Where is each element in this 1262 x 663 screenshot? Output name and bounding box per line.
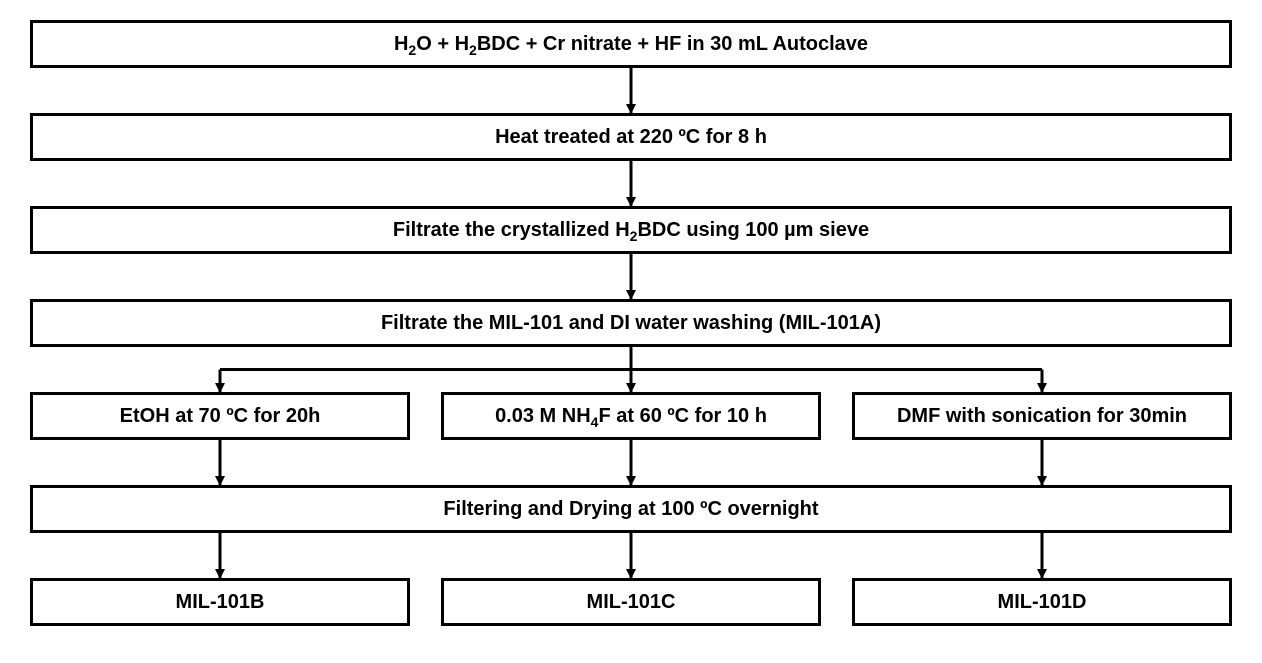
product-mil-101d: MIL-101D (852, 578, 1232, 626)
product-mil-101b: MIL-101B (30, 578, 410, 626)
process-step-dmf: DMF with sonication for 30min (852, 392, 1232, 440)
step-label: 0.03 M NH4F at 60 ºC for 10 h (495, 405, 767, 428)
step-label: MIL-101C (587, 591, 676, 614)
process-step-etoh: EtOH at 70 ºC for 20h (30, 392, 410, 440)
step-label: MIL-101D (998, 591, 1087, 614)
step-label: H2O + H2BDC + Cr nitrate + HF in 30 mL A… (394, 33, 868, 56)
step-label: EtOH at 70 ºC for 20h (120, 405, 321, 428)
process-step-filtrate-h2bdc: Filtrate the crystallized H2BDC using 10… (30, 206, 1232, 254)
step-label: MIL-101B (176, 591, 265, 614)
product-mil-101c: MIL-101C (441, 578, 821, 626)
process-step-wash: Filtrate the MIL-101 and DI water washin… (30, 299, 1232, 347)
process-step-heat: Heat treated at 220 ºC for 8 h (30, 113, 1232, 161)
step-label: Filtrate the MIL-101 and DI water washin… (381, 312, 881, 335)
step-label: Heat treated at 220 ºC for 8 h (495, 126, 767, 149)
process-step-dry: Filtering and Drying at 100 ºC overnight (30, 485, 1232, 533)
step-label: Filtrate the crystallized H2BDC using 10… (393, 219, 869, 242)
step-label: DMF with sonication for 30min (897, 405, 1187, 428)
process-step-nh4f: 0.03 M NH4F at 60 ºC for 10 h (441, 392, 821, 440)
step-label: Filtering and Drying at 100 ºC overnight (443, 498, 818, 521)
process-step-reagents: H2O + H2BDC + Cr nitrate + HF in 30 mL A… (30, 20, 1232, 68)
